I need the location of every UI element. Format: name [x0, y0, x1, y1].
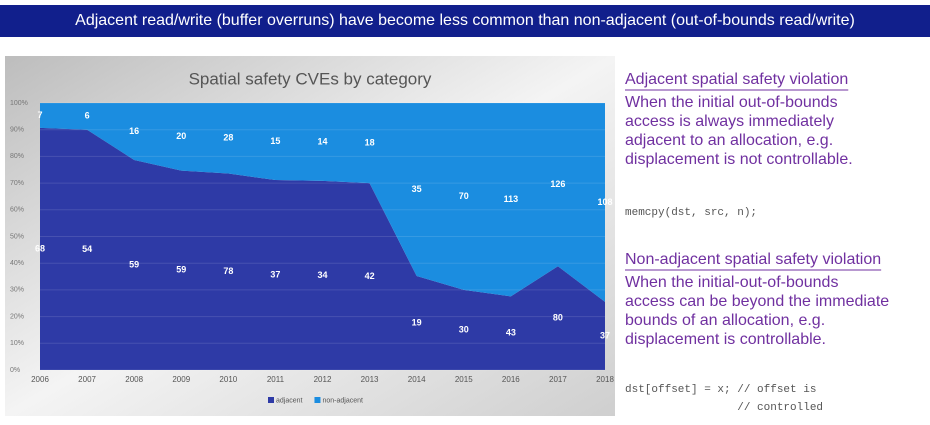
y-tick-label: 20% — [10, 313, 24, 320]
y-tick-label: 40% — [10, 260, 24, 267]
note-body: displacement is controllable. — [625, 331, 826, 348]
y-tick-label: 90% — [10, 127, 24, 134]
note-body: adjacent to an allocation, e.g. — [625, 132, 833, 149]
data-label: 59 — [129, 259, 139, 269]
data-label: 42 — [365, 271, 375, 281]
note-heading: Non-adjacent spatial safety violation — [625, 251, 881, 268]
data-label: 15 — [270, 136, 280, 146]
y-tick-label: 60% — [10, 207, 24, 214]
data-label: 80 — [553, 313, 563, 323]
area — [40, 103, 605, 302]
x-tick-label: 2014 — [408, 375, 426, 384]
data-label: 68 — [35, 243, 45, 253]
data-label: 126 — [550, 179, 565, 189]
note-body: access can be beyond the immediate — [625, 293, 889, 310]
y-tick-label: 80% — [10, 153, 24, 160]
header-banner — [0, 5, 930, 37]
note-body: When the initial-out-of-bounds — [625, 274, 838, 291]
data-label: 78 — [223, 266, 233, 276]
data-label: 28 — [223, 133, 233, 143]
data-label: 20 — [176, 131, 186, 141]
legend-label: non-adjacent — [322, 397, 363, 404]
code-line: memcpy(dst, src, n); — [625, 207, 757, 219]
header-title: Adjacent read/write (buffer overruns) ha… — [75, 12, 855, 29]
data-label: 14 — [317, 136, 327, 146]
note-body: displacement is not controllable. — [625, 151, 853, 168]
y-tick-label: 30% — [10, 287, 24, 294]
note-body: bounds of an allocation, e.g. — [625, 312, 825, 329]
note-body: access is always immediately — [625, 113, 834, 130]
legend-label: adjacent — [276, 397, 303, 404]
note-heading: Adjacent spatial safety violation — [625, 71, 848, 88]
x-tick-label: 2011 — [267, 375, 285, 384]
x-tick-label: 2009 — [172, 375, 190, 384]
data-label: 108 — [597, 197, 612, 207]
area — [40, 127, 605, 370]
x-tick-label: 2008 — [125, 375, 143, 384]
x-tick-label: 2007 — [78, 375, 96, 384]
x-tick-label: 2015 — [455, 375, 473, 384]
data-label: 43 — [506, 328, 516, 338]
x-tick-label: 2010 — [219, 375, 237, 384]
data-label: 54 — [82, 244, 92, 254]
data-label: 6 — [85, 111, 90, 121]
code-line: dst[offset] = x; // offset is — [625, 384, 816, 396]
y-tick-label: 50% — [10, 233, 24, 240]
data-label: 59 — [176, 265, 186, 275]
data-label: 35 — [412, 184, 422, 194]
x-tick-label: 2006 — [31, 375, 49, 384]
y-tick-label: 0% — [10, 367, 20, 374]
x-tick-label: 2016 — [502, 375, 520, 384]
data-label: 16 — [129, 126, 139, 136]
x-tick-label: 2017 — [549, 375, 567, 384]
data-label: 113 — [504, 194, 519, 204]
y-tick-label: 10% — [10, 340, 24, 347]
notes: Adjacent spatial safety violation When th… — [625, 71, 889, 414]
data-label: 37 — [270, 269, 280, 279]
data-label: 7 — [37, 110, 42, 120]
code-line: // controlled — [625, 402, 823, 414]
data-label: 19 — [412, 317, 422, 327]
legend-swatch — [268, 397, 274, 403]
x-tick-label: 2012 — [314, 375, 332, 384]
data-label: 18 — [365, 137, 375, 147]
data-label: 34 — [317, 270, 327, 280]
note-body: When the initial out-of-bounds — [625, 94, 838, 111]
data-label: 30 — [459, 324, 469, 334]
y-tick-label: 70% — [10, 180, 24, 187]
x-tick-label: 2013 — [361, 375, 379, 384]
data-label: 70 — [459, 191, 469, 201]
y-tick-label: 100% — [10, 100, 28, 107]
chart-title: Spatial safety CVEs by category — [189, 69, 432, 88]
legend-swatch — [314, 397, 321, 403]
x-tick-label: 2018 — [596, 375, 614, 384]
data-label: 37 — [600, 330, 610, 340]
